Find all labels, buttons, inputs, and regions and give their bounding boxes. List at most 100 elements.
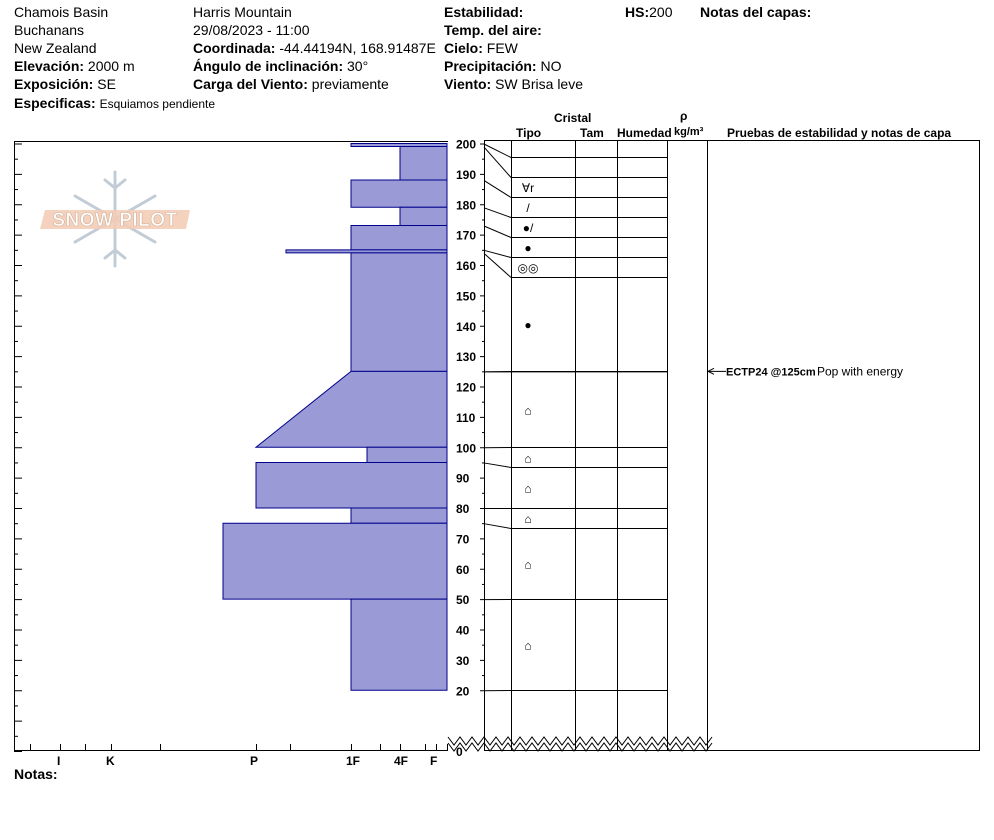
site-name: Harris Mountain (193, 4, 292, 20)
air-temp-label: Temp. del aire: (444, 22, 542, 38)
snow-pilot-logo: SNOW PILOT (40, 170, 190, 268)
height-label-180: 180 (456, 198, 476, 212)
snow-pilot-logo-text: SNOW PILOT (52, 210, 177, 231)
location-line-1: Chamois Basin (14, 4, 109, 20)
layer-connector (483, 523, 512, 529)
grain-symbol-10: ⌂ (524, 512, 531, 526)
height-label-80: 80 (456, 502, 470, 516)
axis-break-zigzag (447, 742, 713, 752)
layer-connector (483, 252, 512, 278)
sky-field: Cielo: FEW (444, 40, 518, 56)
height-label-40: 40 (456, 624, 470, 638)
wind-label: Viento: (444, 76, 492, 92)
height-label-200: 200 (456, 138, 476, 152)
location-line-3: New Zealand (14, 40, 97, 56)
axis-break-zigzag (447, 736, 713, 746)
grain-symbol-9: ⌂ (524, 482, 531, 496)
precip-value: NO (540, 58, 562, 74)
stability-test-code-0: ECTP24 @125cm (726, 366, 816, 378)
height-label-160: 160 (456, 259, 476, 273)
elevation-label: Elevación: (14, 58, 85, 74)
hardness-label-k: K (106, 754, 115, 768)
wind-value: SW Brisa leve (495, 76, 584, 92)
slope-field: Ángulo de inclinación: 30° (193, 58, 368, 74)
height-label-170: 170 (456, 229, 476, 243)
hs-value: 200 (649, 4, 673, 20)
coordinate-value: -44.44194N, 168.91487E (279, 40, 436, 56)
rho-header: ρ (680, 109, 688, 123)
hardness-layer-1 (399, 146, 448, 181)
coordinate-label: Coordinada: (193, 40, 276, 56)
moisture-header: Humedad (617, 126, 672, 140)
stability-tests-header: Pruebas de estabilidad y notas de capa (727, 126, 952, 140)
grain-symbol-4: ● (524, 241, 531, 255)
grain-symbol-5: ◎◎ (518, 261, 539, 275)
elevation-value: 2000 m (87, 58, 135, 74)
hs-field: HS:200 (625, 4, 672, 20)
specifics-label: Especificas: (14, 95, 96, 111)
height-label-150: 150 (456, 289, 476, 303)
layer-connector (483, 249, 512, 258)
layer-notes-label: Notas del capas: (700, 4, 812, 20)
hardness-label-f: F (430, 754, 438, 768)
height-label-70: 70 (456, 532, 470, 546)
elevation-field: Elevación: 2000 m (14, 58, 135, 74)
type-header: Tipo (516, 126, 542, 140)
notes-label: Notas: (14, 766, 58, 782)
size-header: Tam (580, 126, 604, 140)
precip-field: Precipitación: NO (444, 58, 561, 74)
slope-label: Ángulo de inclinación: (193, 58, 344, 74)
height-label-110: 110 (456, 411, 476, 425)
height-label-100: 100 (456, 441, 476, 455)
sky-value: FEW (486, 40, 518, 56)
grain-symbol-1: ∀r (522, 181, 534, 195)
grain-symbol-8: ⌂ (524, 451, 531, 465)
height-label-50: 50 (456, 593, 470, 607)
hardness-layer-7 (254, 370, 448, 448)
hs-label: HS: (625, 4, 650, 20)
height-label-30: 30 (456, 654, 470, 668)
grain-symbol-12: ⌂ (524, 639, 531, 653)
height-label-90: 90 (456, 472, 470, 486)
hardness-layer-6 (350, 252, 448, 372)
grain-symbol-6: ● (524, 318, 531, 332)
wind-load-label: Carga del Viento: (193, 76, 308, 92)
hardness-label-i: I (57, 754, 61, 768)
grain-symbol-3: ●/ (523, 221, 534, 235)
aspect-label: Exposición: (14, 76, 94, 92)
hardness-layer-2 (350, 179, 448, 208)
hardness-plot-frame (14, 141, 448, 751)
sky-label: Cielo: (444, 40, 483, 56)
aspect-field: Exposición: SE (14, 76, 116, 92)
layer-connector (483, 207, 512, 218)
location-line-2: Buchanans (14, 22, 85, 38)
hardness-layer-10 (350, 507, 448, 524)
grain-symbol-2: / (526, 201, 530, 215)
observation-datetime: 29/08/2023 - 11:00 (193, 22, 310, 38)
hardness-layer-3 (399, 206, 448, 227)
height-label-0: 0 (456, 745, 463, 759)
test-arrow-head (706, 367, 715, 375)
stability-test-note-0: Pop with energy (817, 364, 903, 378)
layer-connector (483, 225, 512, 238)
height-label-60: 60 (456, 563, 470, 577)
wind-field: Viento: SW Brisa leve (444, 76, 583, 92)
layer-connector (483, 146, 512, 178)
hardness-layer-9 (255, 461, 448, 509)
specifics-field: Especificas: Esquiamos pendiente (14, 95, 215, 112)
wind-load-value: previamente (311, 76, 389, 92)
slope-value: 30° (347, 58, 369, 74)
hardness-layer-8 (366, 446, 448, 463)
crystal-header: Cristal (554, 111, 592, 125)
wind-load-field: Carga del Viento: previamente (193, 76, 389, 92)
hardness-layer-11 (222, 522, 448, 600)
height-label-140: 140 (456, 320, 476, 334)
hardness-label-1f: 1F (346, 754, 361, 768)
coordinate-field: Coordinada: -44.44194N, 168.91487E (193, 40, 436, 56)
layer-connector (483, 143, 512, 158)
layer-connector (483, 462, 512, 468)
height-label-130: 130 (456, 350, 476, 364)
height-label-120: 120 (456, 381, 476, 395)
height-label-20: 20 (456, 684, 470, 698)
